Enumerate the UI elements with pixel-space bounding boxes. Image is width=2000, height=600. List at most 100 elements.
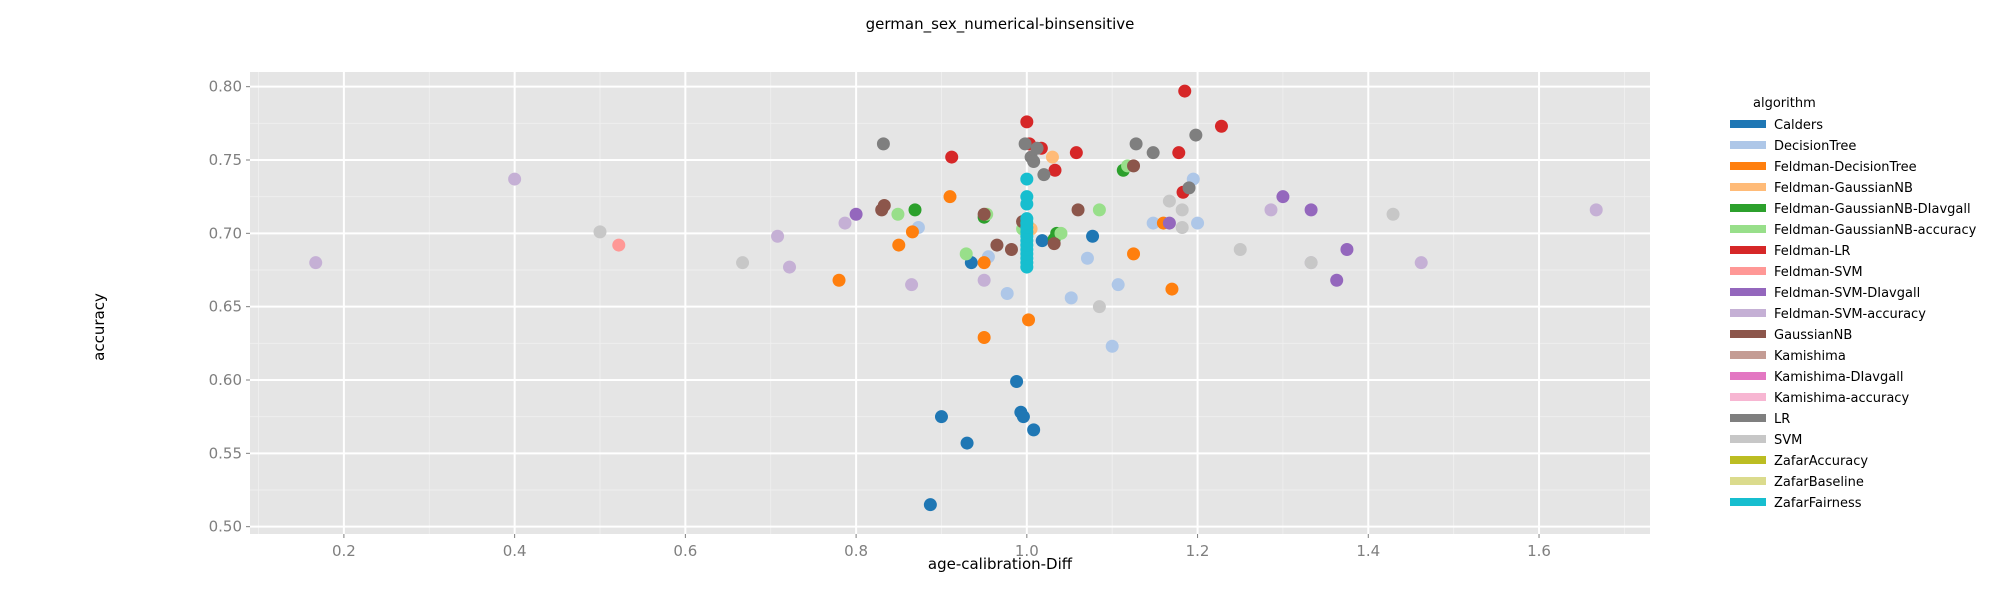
legend-label: Feldman-SVM — [1774, 265, 1863, 280]
data-point — [1146, 146, 1160, 160]
data-point — [892, 238, 906, 252]
legend-label: ZafarAccuracy — [1774, 454, 1868, 469]
data-point — [1233, 242, 1247, 256]
data-point — [1054, 226, 1068, 240]
data-point — [1004, 242, 1018, 256]
legend-swatch — [1730, 393, 1766, 401]
data-point — [977, 207, 991, 221]
data-point — [1020, 212, 1034, 226]
legend-swatch — [1730, 330, 1766, 338]
data-point — [1175, 203, 1189, 217]
legend: algorithm Calders DecisionTree Feldman-Dec… — [1730, 96, 1977, 511]
legend-swatch — [1730, 435, 1766, 443]
data-point — [1020, 115, 1034, 129]
data-point — [1035, 234, 1049, 248]
legend-label: Kamishima-accuracy — [1774, 391, 1909, 406]
legend-swatch — [1730, 498, 1766, 506]
axis-ticks: 0.2 0.4 0.6 0.8 1.0 1.2 1.4 1.6 0.50 0.55 0.60 0.65… — [209, 78, 1551, 560]
legend-swatch — [1730, 372, 1766, 380]
data-point — [1086, 229, 1100, 243]
data-point — [1064, 291, 1078, 305]
legend-label: SVM — [1774, 433, 1802, 448]
legend-swatch — [1730, 141, 1766, 149]
data-point — [1047, 237, 1061, 251]
data-point — [1092, 300, 1106, 314]
legend-swatch — [1730, 246, 1766, 254]
chart-title: german_sex_numerical-binsensitive — [866, 15, 1135, 34]
data-point — [908, 203, 922, 217]
data-point — [1071, 203, 1085, 217]
x-axis-title: age-calibration-Diff — [928, 555, 1073, 573]
legend-title: algorithm — [1753, 96, 1816, 111]
data-point — [849, 207, 863, 221]
data-point — [1080, 251, 1094, 265]
data-point — [1178, 84, 1192, 98]
data-point — [593, 225, 607, 239]
data-point — [1027, 154, 1041, 168]
legend-swatch — [1730, 120, 1766, 128]
y-tick-label: 0.55 — [209, 444, 242, 462]
legend-label: Feldman-LR — [1774, 244, 1850, 259]
legend-label: DecisionTree — [1774, 139, 1856, 154]
x-tick-label: 0.6 — [673, 542, 697, 560]
data-point — [1000, 286, 1014, 300]
data-point — [934, 410, 948, 424]
data-point — [1340, 242, 1354, 256]
data-point — [959, 247, 973, 261]
y-tick-label: 0.75 — [209, 151, 242, 169]
legend-label: LR — [1774, 412, 1790, 427]
y-axis-title: accuracy — [90, 293, 108, 361]
data-point — [1386, 207, 1400, 221]
data-point — [1162, 194, 1176, 208]
x-tick-label: 0.8 — [844, 542, 868, 560]
data-point — [1105, 339, 1119, 353]
legend-swatch — [1730, 288, 1766, 296]
major-gridlines — [250, 72, 1650, 534]
data-points — [309, 84, 1603, 512]
data-point — [736, 256, 750, 270]
x-tick-label: 1.0 — [1015, 542, 1039, 560]
data-point — [1018, 137, 1032, 151]
x-tick-label: 1.4 — [1356, 542, 1380, 560]
legend-swatch — [1730, 225, 1766, 233]
data-point — [1129, 137, 1143, 151]
legend-label: Feldman-GaussianNB-DIavgall — [1774, 202, 1971, 217]
data-point — [960, 436, 974, 450]
data-point — [1127, 159, 1141, 173]
legend-swatch — [1730, 162, 1766, 170]
data-point — [1304, 256, 1318, 270]
data-point — [1010, 374, 1024, 388]
data-point — [923, 498, 937, 512]
data-point — [876, 137, 890, 151]
data-point — [945, 150, 959, 164]
data-point — [891, 207, 905, 221]
data-point — [1330, 273, 1344, 287]
legend-label: Feldman-SVM-DIavgall — [1774, 286, 1920, 301]
plot-background — [250, 72, 1650, 534]
data-point — [1020, 172, 1034, 186]
data-point — [1182, 181, 1196, 195]
data-point — [1092, 203, 1106, 217]
legend-swatch — [1730, 309, 1766, 317]
x-tick-label: 0.2 — [332, 542, 356, 560]
legend-label: Feldman-SVM-accuracy — [1774, 307, 1926, 322]
data-point — [1048, 163, 1062, 177]
data-point — [1027, 423, 1041, 437]
data-point — [1069, 146, 1083, 160]
legend-label: Feldman-DecisionTree — [1774, 160, 1917, 175]
data-point — [1172, 146, 1186, 160]
data-point — [508, 172, 522, 186]
data-point — [1146, 216, 1160, 230]
data-point — [1264, 203, 1278, 217]
data-point — [1030, 141, 1044, 155]
data-point — [877, 198, 891, 212]
legend-swatch — [1730, 267, 1766, 275]
legend-swatch — [1730, 183, 1766, 191]
legend-label: GaussianNB — [1774, 328, 1852, 343]
x-tick-label: 1.6 — [1527, 542, 1551, 560]
data-point — [1162, 216, 1176, 230]
data-point — [1589, 203, 1603, 217]
data-point — [1414, 256, 1428, 270]
data-point — [1020, 190, 1034, 204]
